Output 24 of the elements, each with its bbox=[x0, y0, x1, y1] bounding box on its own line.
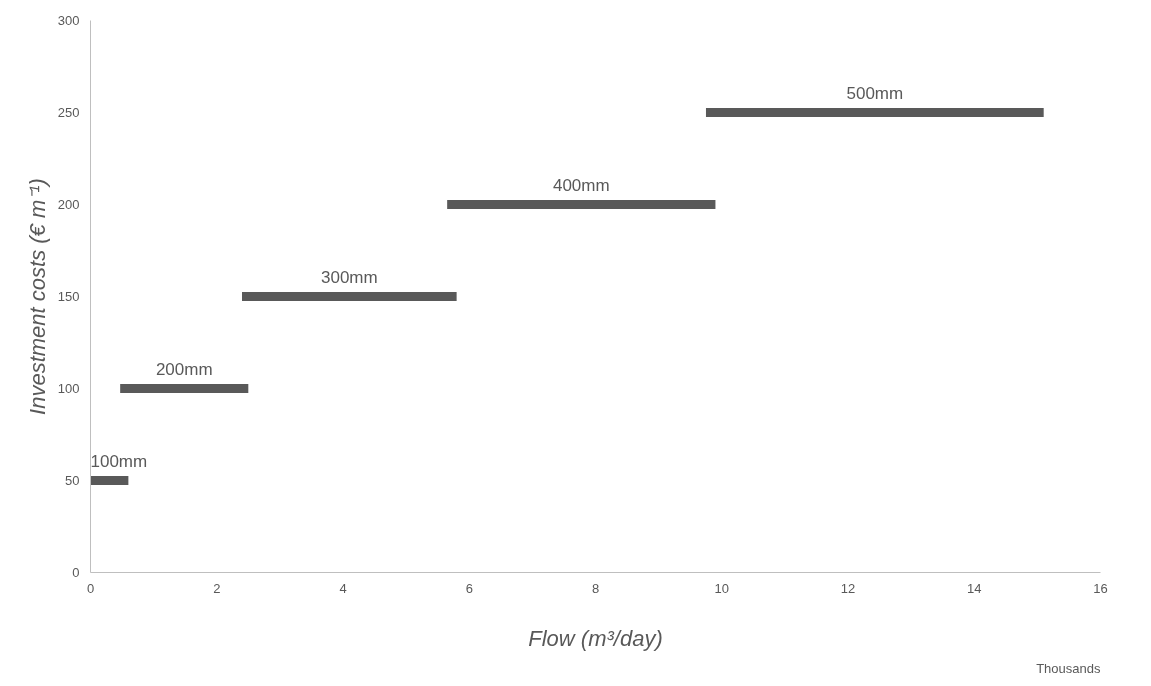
y-tick-label: 250 bbox=[57, 105, 80, 120]
y-tick-label: 0 bbox=[72, 565, 80, 580]
y-tick-label: 150 bbox=[57, 289, 80, 304]
x-tick-label: 4 bbox=[339, 580, 347, 596]
y-tick-label: 100 bbox=[57, 381, 80, 396]
y-tick-label: 300 bbox=[57, 13, 80, 28]
x-axis-title: Flow (m³/day) bbox=[528, 625, 663, 651]
x-tick-label: 10 bbox=[714, 580, 729, 596]
x-tick-label: 12 bbox=[840, 580, 856, 596]
series-label: 400mm bbox=[552, 175, 610, 195]
text: Thousands bbox=[1036, 660, 1101, 676]
series-label: 300mm bbox=[320, 267, 378, 287]
x-tick-label: 16 bbox=[1093, 580, 1108, 596]
x-tick-label: 6 bbox=[465, 580, 473, 596]
series-label: 100mm bbox=[90, 451, 148, 471]
x-tick-label: 0 bbox=[86, 580, 95, 596]
y-axis-title: Investment costs (€ m⁻¹) bbox=[24, 178, 50, 415]
x-tick-label: 8 bbox=[591, 580, 600, 596]
x-tick-label: 14 bbox=[967, 580, 982, 596]
x-tick-label: 2 bbox=[213, 580, 221, 596]
y-tick-label: 200 bbox=[57, 197, 80, 212]
series-label: 500mm bbox=[846, 83, 904, 103]
series-label: 200mm bbox=[155, 359, 213, 379]
y-tick-label: 50 bbox=[65, 473, 80, 488]
